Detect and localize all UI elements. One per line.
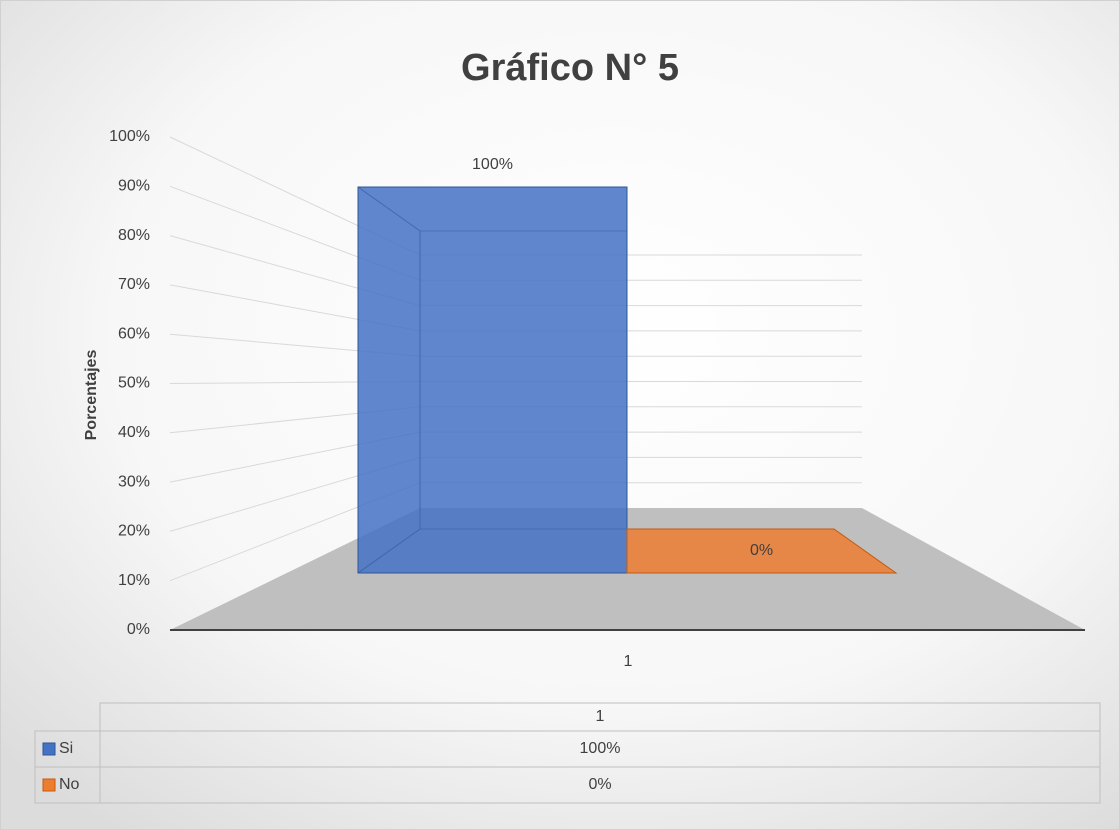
legend-label: Si bbox=[59, 740, 73, 757]
y-tick-label: 30% bbox=[118, 473, 150, 490]
bar bbox=[357, 186, 628, 574]
y-tick-label: 50% bbox=[118, 375, 150, 392]
data-label: 100% bbox=[472, 156, 513, 173]
y-tick-label: 40% bbox=[118, 424, 150, 441]
y-tick-label: 60% bbox=[118, 325, 150, 342]
bar-edge bbox=[357, 186, 421, 574]
chart-title: Gráfico N° 5 bbox=[461, 47, 679, 89]
y-axis-label: Porcentajes bbox=[83, 350, 100, 441]
y-tick-label: 20% bbox=[118, 523, 150, 540]
legend-key bbox=[42, 778, 56, 792]
y-tick-label: 10% bbox=[118, 572, 150, 589]
y-tick-label: 0% bbox=[127, 621, 150, 638]
y-tick-label: 70% bbox=[118, 276, 150, 293]
y-tick-label: 100% bbox=[109, 128, 150, 145]
y-tick-label: 90% bbox=[118, 178, 150, 195]
data-label: 0% bbox=[750, 542, 773, 559]
x-tick-label: 1 bbox=[624, 653, 633, 670]
y-tick-label: 80% bbox=[118, 227, 150, 244]
legend-key bbox=[42, 742, 56, 756]
table-cell: 100% bbox=[580, 740, 621, 757]
table-cell: 0% bbox=[588, 776, 611, 793]
legend-label: No bbox=[59, 776, 80, 793]
table-header: 1 bbox=[596, 708, 605, 725]
bar bbox=[626, 528, 898, 574]
